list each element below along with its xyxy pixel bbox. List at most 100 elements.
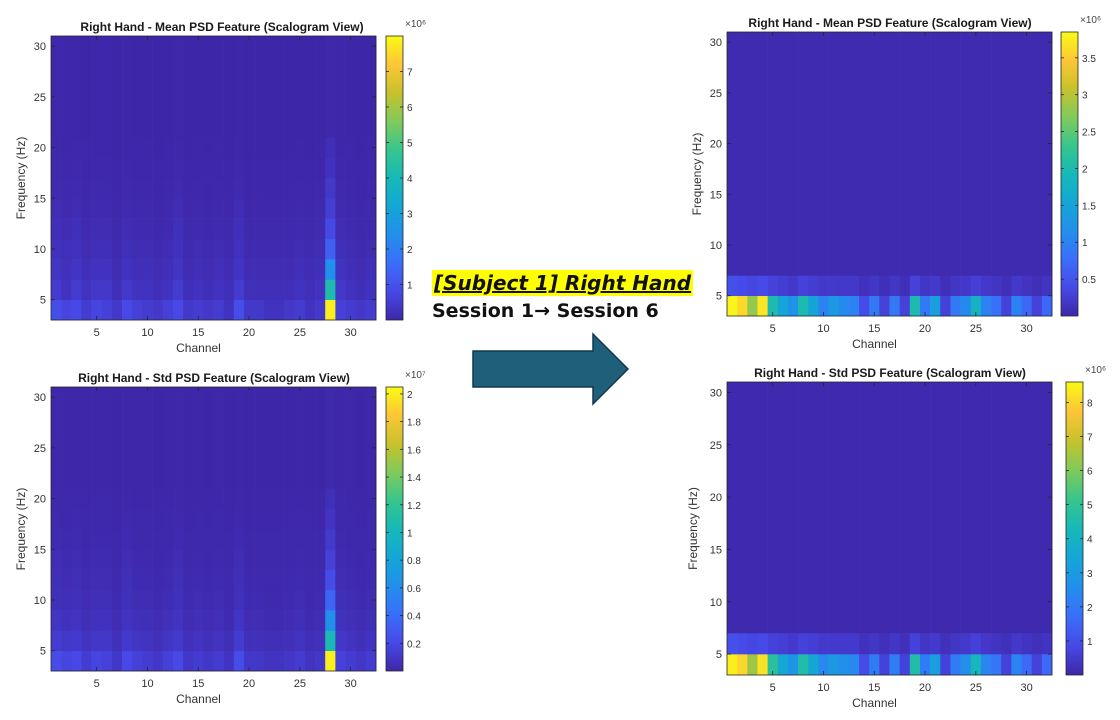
heatmap-cell: [960, 654, 972, 676]
heatmap-cell: [798, 275, 809, 297]
chart-title: Right Hand - Std PSD Feature (Scalogram …: [754, 366, 1026, 380]
heatmap-cell: [315, 137, 326, 159]
heatmap-cell: [203, 508, 214, 530]
heatmap-cell: [122, 569, 133, 591]
heatmap-cell: [152, 589, 164, 611]
heatmap-cell: [828, 382, 840, 634]
heatmap-cell: [838, 633, 850, 655]
heatmap-cell: [757, 382, 768, 634]
heatmap-cell: [213, 508, 224, 530]
heatmap-cell: [899, 275, 911, 297]
heatmap-cell: [213, 488, 224, 510]
heatmap-cell: [152, 508, 164, 530]
heatmap-cell: [1001, 295, 1012, 317]
heatmap-cell: [274, 610, 285, 631]
heatmap-cell: [223, 259, 235, 280]
heatmap-cell: [335, 488, 346, 510]
heatmap-cell: [787, 633, 799, 655]
heatmap-cell: [325, 549, 336, 570]
heatmap-cell: [365, 137, 377, 159]
heatmap-cell: [122, 488, 133, 510]
heatmap-cell: [71, 549, 82, 570]
heatmap-cell: [162, 198, 174, 219]
comparison-caption: [Subject 1] Right Hand Session 1→ Sessio…: [432, 270, 694, 323]
heatmap-cell: [950, 275, 961, 297]
heatmap-cell: [284, 589, 296, 611]
heatmap-cell: [315, 299, 326, 321]
heatmap-cell: [122, 589, 133, 611]
x-axis-label: Channel: [852, 696, 897, 710]
comparison-title: [Subject 1] Right Hand: [432, 270, 694, 296]
heatmap-cell: [71, 589, 82, 611]
x-tick-label: 25: [970, 323, 982, 335]
heatmap-cell: [304, 589, 316, 611]
heatmap-cell: [909, 654, 921, 676]
x-tick-label: 10: [817, 323, 829, 335]
heatmap-cell: [101, 610, 113, 631]
heatmap-cell: [335, 218, 346, 240]
heatmap-cell: [172, 589, 184, 611]
heatmap-cell: [101, 387, 113, 489]
heatmap-cell: [899, 633, 911, 655]
heatmap-cell: [335, 279, 346, 301]
heatmap-cell: [294, 610, 306, 631]
heatmap-cell: [345, 157, 356, 179]
heatmap-cell: [254, 259, 265, 280]
heatmap-cell: [747, 382, 758, 634]
heatmap-cell: [122, 178, 133, 199]
heatmap-cell: [970, 295, 982, 317]
heatmap-cell: [325, 529, 336, 550]
heatmap-cell: [142, 650, 153, 672]
heatmap-cell: [274, 569, 285, 591]
heatmap-cell: [294, 218, 306, 240]
heatmap-cell: [254, 198, 265, 219]
heatmap-cell: [233, 529, 245, 550]
x-axis-label: Channel: [176, 692, 221, 706]
heatmap-cell: [325, 299, 336, 321]
y-tick-label: 30: [710, 37, 722, 49]
heatmap-cell: [294, 488, 306, 510]
heatmap-cell: [798, 295, 809, 317]
heatmap-cell: [991, 32, 1002, 276]
heatmap-cell: [152, 218, 164, 240]
heatmap-cell: [193, 549, 204, 570]
heatmap-cell: [172, 36, 184, 138]
heatmap-cell: [254, 157, 265, 179]
heatmap-cell: [960, 633, 972, 655]
heatmap-cell: [767, 382, 779, 634]
heatmap-cell: [142, 299, 153, 321]
heatmap-cell: [71, 299, 82, 321]
heatmap-cell: [254, 218, 265, 240]
heatmap-cell: [162, 569, 174, 591]
heatmap-cell: [152, 387, 164, 489]
x-tick-label: 25: [970, 682, 982, 694]
heatmap-cell: [122, 549, 133, 570]
heatmap-cell: [1021, 295, 1032, 317]
heatmap-cell: [859, 654, 870, 676]
heatmap-cell: [101, 589, 113, 611]
heatmap-cell: [172, 157, 184, 179]
heatmap-cell: [254, 36, 265, 138]
heatmap-cell: [879, 633, 890, 655]
heatmap-cell: [81, 630, 92, 652]
colorbar-tick-label: 6: [407, 103, 413, 114]
heatmap-cell: [365, 650, 377, 672]
heatmap-cell: [183, 198, 194, 219]
heatmap-cell: [737, 295, 748, 317]
heatmap-cell: [101, 630, 113, 652]
heatmap-cell: [950, 633, 961, 655]
heatmap-cell: [315, 218, 326, 240]
heatmap-cell: [81, 218, 92, 240]
heatmap-cell: [757, 654, 768, 676]
heatmap-cell: [142, 488, 153, 510]
heatmap-cell: [325, 610, 336, 631]
heatmap-cell: [889, 633, 900, 655]
heatmap-cell: [365, 610, 377, 631]
heatmap-cell: [889, 654, 900, 676]
heatmap-cell: [777, 275, 789, 297]
heatmap-cell: [111, 279, 123, 301]
colorbar-tick-label: 1: [407, 528, 413, 539]
heatmap-cell: [223, 218, 235, 240]
heatmap-cell: [960, 382, 972, 634]
heatmap-cell: [294, 259, 306, 280]
